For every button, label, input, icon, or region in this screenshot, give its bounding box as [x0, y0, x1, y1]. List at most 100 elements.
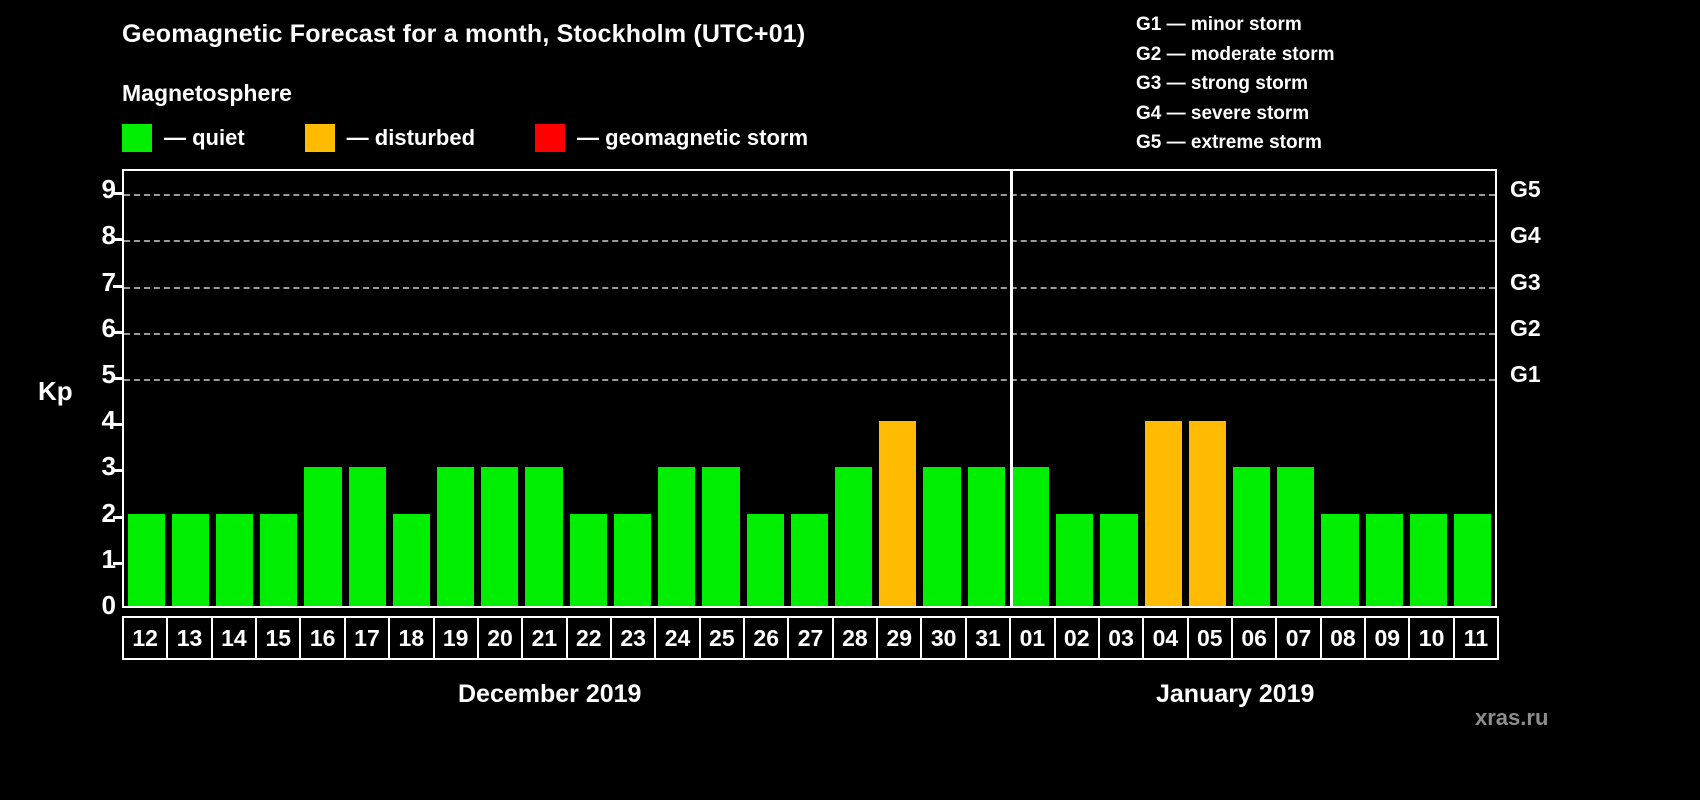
bar[interactable]	[1232, 467, 1271, 606]
bar[interactable]	[879, 421, 917, 606]
bar-cell-05[interactable]	[1185, 171, 1229, 606]
bar[interactable]	[348, 467, 386, 606]
bar[interactable]	[613, 513, 652, 606]
bar-cell-14[interactable]	[212, 171, 256, 606]
bar[interactable]	[835, 467, 873, 606]
bar-cell-08[interactable]	[1318, 171, 1362, 606]
day-label-01[interactable]: 01	[1009, 616, 1056, 660]
bar-cell-22[interactable]	[566, 171, 610, 606]
bar[interactable]	[702, 467, 740, 606]
day-label-13[interactable]: 13	[166, 616, 213, 660]
bar-cell-29[interactable]	[876, 171, 920, 606]
day-label-04[interactable]: 04	[1142, 616, 1189, 660]
bar-cell-03[interactable]	[1097, 171, 1141, 606]
bar-cell-11[interactable]	[1451, 171, 1495, 606]
bar-cell-30[interactable]	[920, 171, 964, 606]
bar-cell-04[interactable]	[1141, 171, 1185, 606]
day-label-20[interactable]: 20	[476, 616, 524, 660]
right-axis-tick-g5: G5	[1510, 176, 1541, 203]
day-label-27[interactable]: 27	[787, 616, 834, 660]
bar[interactable]	[967, 467, 1005, 606]
bar[interactable]	[1100, 513, 1138, 606]
bar-cell-26[interactable]	[743, 171, 787, 606]
bar[interactable]	[658, 467, 696, 606]
day-label-29[interactable]: 29	[876, 616, 923, 660]
bar-cell-15[interactable]	[257, 171, 301, 606]
day-label-02[interactable]: 02	[1053, 616, 1100, 660]
bar[interactable]	[215, 513, 254, 606]
y-tick-mark-6	[113, 330, 124, 334]
bar[interactable]	[923, 467, 961, 606]
bar-cell-24[interactable]	[655, 171, 699, 606]
day-label-14[interactable]: 14	[210, 616, 258, 660]
day-label-03[interactable]: 03	[1097, 616, 1145, 660]
day-label-21[interactable]: 21	[521, 616, 568, 660]
y-tick-mark-5	[113, 376, 124, 380]
day-label-26[interactable]: 26	[743, 616, 790, 660]
day-label-16[interactable]: 16	[299, 616, 346, 660]
bar-cell-21[interactable]	[522, 171, 566, 606]
bar-cell-25[interactable]	[699, 171, 743, 606]
bar-cell-01[interactable]	[1008, 171, 1052, 606]
bar-cell-16[interactable]	[301, 171, 345, 606]
bar[interactable]	[171, 513, 209, 606]
day-label-17[interactable]: 17	[343, 616, 391, 660]
day-label-07[interactable]: 07	[1275, 616, 1322, 660]
bar-cell-27[interactable]	[787, 171, 831, 606]
bar-cell-23[interactable]	[610, 171, 654, 606]
bar[interactable]	[127, 513, 165, 606]
bar-cell-12[interactable]	[124, 171, 168, 606]
bar[interactable]	[1011, 467, 1050, 606]
bar[interactable]	[1409, 513, 1448, 606]
bar-cell-10[interactable]	[1406, 171, 1450, 606]
bar-cell-19[interactable]	[434, 171, 478, 606]
day-label-09[interactable]: 09	[1364, 616, 1411, 660]
bar-cell-31[interactable]	[964, 171, 1008, 606]
bar[interactable]	[437, 467, 475, 606]
bar-cell-28[interactable]	[832, 171, 876, 606]
bar[interactable]	[1365, 513, 1403, 606]
bar-cell-07[interactable]	[1274, 171, 1318, 606]
day-label-11[interactable]: 11	[1452, 616, 1500, 660]
day-label-30[interactable]: 30	[920, 616, 967, 660]
day-label-25[interactable]: 25	[698, 616, 746, 660]
bar[interactable]	[746, 513, 784, 606]
y-tick-label-3: 3	[101, 451, 116, 482]
day-label-24[interactable]: 24	[654, 616, 701, 660]
day-label-12[interactable]: 12	[122, 616, 169, 660]
day-label-18[interactable]: 18	[388, 616, 435, 660]
bar[interactable]	[392, 513, 431, 606]
day-label-05[interactable]: 05	[1186, 616, 1233, 660]
day-label-31[interactable]: 31	[964, 616, 1012, 660]
bar-cell-06[interactable]	[1229, 171, 1273, 606]
bar[interactable]	[1321, 513, 1359, 606]
month-label-0: December 2019	[458, 680, 642, 708]
bar[interactable]	[1056, 513, 1094, 606]
bar[interactable]	[790, 513, 828, 606]
bar[interactable]	[260, 513, 298, 606]
bar-cell-17[interactable]	[345, 171, 389, 606]
day-label-23[interactable]: 23	[609, 616, 657, 660]
bar[interactable]	[1188, 421, 1226, 606]
bar[interactable]	[304, 467, 342, 606]
day-label-08[interactable]: 08	[1319, 616, 1367, 660]
day-label-19[interactable]: 19	[432, 616, 479, 660]
legend: — quiet — disturbed — geomagnetic storm	[122, 124, 868, 152]
day-label-06[interactable]: 06	[1230, 616, 1278, 660]
bar-cell-02[interactable]	[1053, 171, 1097, 606]
bar-cell-20[interactable]	[478, 171, 522, 606]
bar[interactable]	[1454, 513, 1492, 606]
bar[interactable]	[1144, 421, 1182, 606]
bar[interactable]	[525, 467, 563, 606]
day-label-15[interactable]: 15	[255, 616, 302, 660]
bar[interactable]	[481, 467, 519, 606]
bar-cell-09[interactable]	[1362, 171, 1406, 606]
y-tick-label-8: 8	[101, 220, 116, 251]
day-label-28[interactable]: 28	[831, 616, 879, 660]
bar-cell-13[interactable]	[168, 171, 212, 606]
bar[interactable]	[569, 513, 607, 606]
day-label-10[interactable]: 10	[1408, 616, 1455, 660]
day-label-22[interactable]: 22	[565, 616, 612, 660]
bar-cell-18[interactable]	[389, 171, 433, 606]
bar[interactable]	[1277, 467, 1315, 606]
